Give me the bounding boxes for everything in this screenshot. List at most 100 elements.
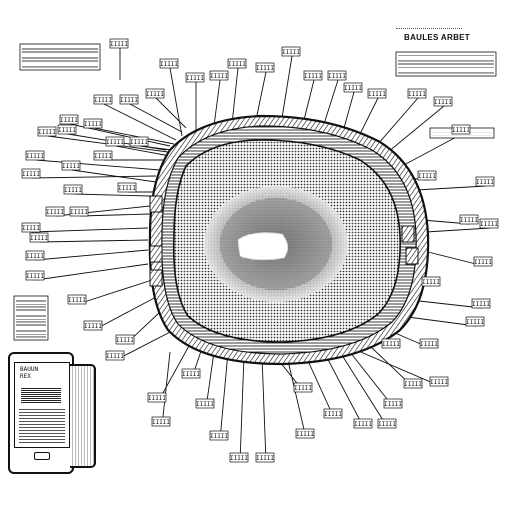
gate-block <box>405 247 419 265</box>
callout-text: IIIII <box>160 61 178 68</box>
callout-label: IIIII <box>255 62 274 73</box>
callout-box <box>69 206 89 217</box>
callout-label: IIIII <box>115 334 134 345</box>
callout-box <box>25 270 45 281</box>
callout-label: IIIII <box>185 72 204 83</box>
callout-text: IIIII <box>64 187 82 194</box>
callout-label: IIIII <box>471 298 491 309</box>
callout-text: IIIII <box>296 431 314 438</box>
callout-box <box>475 176 495 187</box>
callout-label: IIIII <box>59 114 78 125</box>
callout-label: IIIII <box>69 206 89 217</box>
leader-line <box>425 227 491 233</box>
callout-box <box>343 82 363 93</box>
leader-line <box>359 97 379 135</box>
callout-label: IIIII <box>459 214 479 225</box>
callout-text: IIIII <box>38 129 56 136</box>
tablet-screen-grid <box>19 407 65 443</box>
leader-line <box>93 295 159 331</box>
callout-label: IIIII <box>383 398 403 409</box>
callout-box <box>93 150 113 161</box>
tablet-screen-text: BAUUN REX <box>20 366 39 380</box>
callout-text: IIIII <box>256 65 274 72</box>
callout-text: IIIII <box>22 171 40 178</box>
callout-text: IIIII <box>282 49 300 56</box>
leader-line <box>377 97 419 145</box>
callout-text: IIIII <box>84 121 102 128</box>
tablet-screen: BAUUN REX <box>14 362 70 448</box>
info-block-line <box>16 329 46 333</box>
callout-text: IIIII <box>196 401 214 408</box>
callout-box <box>67 294 87 305</box>
header-rule <box>396 28 462 29</box>
callout-label: IIIII <box>343 82 363 93</box>
callout-text: IIIII <box>182 371 200 378</box>
callout-box <box>281 46 301 57</box>
leader-line <box>115 329 175 361</box>
callout-text: IIIII <box>116 337 134 344</box>
callout-text: IIIII <box>328 73 346 80</box>
callout-box <box>459 214 479 225</box>
leader-line <box>93 127 175 145</box>
leader-line <box>115 145 171 157</box>
info-block-line <box>22 60 98 63</box>
callout-box <box>367 88 387 99</box>
leader-line <box>239 355 245 463</box>
callout-box <box>303 70 323 81</box>
callout-label: IIIII <box>403 378 422 389</box>
leader-line <box>73 193 151 197</box>
info-block-line <box>16 319 46 323</box>
callout-text: IIIII <box>294 385 312 392</box>
callout-text: IIIII <box>118 185 136 192</box>
callout-box <box>429 376 449 387</box>
tablet-side-panel <box>70 364 96 468</box>
callout-label: IIIII <box>105 136 124 147</box>
leader-line <box>255 71 267 121</box>
callout-text: IIIII <box>106 139 124 146</box>
callout-box <box>421 276 441 287</box>
callout-box <box>417 170 437 181</box>
info-block-frame <box>13 295 49 341</box>
home-button <box>34 452 50 460</box>
leader-line <box>323 79 339 125</box>
info-block-line <box>16 309 46 313</box>
callout-text: IIIII <box>26 253 44 260</box>
info-block-line <box>22 55 98 59</box>
callout-box <box>129 136 149 147</box>
leader-line <box>355 349 441 387</box>
callout-box <box>383 398 403 409</box>
callout-label: IIIII <box>367 88 387 99</box>
callout-box <box>451 124 471 135</box>
callout-box <box>353 418 373 429</box>
callout-box <box>209 430 229 441</box>
callout-box <box>471 298 491 309</box>
callout-text: IIIII <box>58 127 76 134</box>
callout-label: IIIII <box>21 222 40 233</box>
info-block-line <box>22 47 98 50</box>
callout-box <box>119 94 139 105</box>
callout-text: IIIII <box>466 319 484 326</box>
callout-label: IIIII <box>327 70 347 81</box>
callout-label: IIIII <box>473 256 492 267</box>
callout-label: IIIII <box>407 88 426 99</box>
center-highlight <box>237 232 288 260</box>
callout-box <box>93 94 113 105</box>
leader-line <box>79 213 151 217</box>
info-block-line <box>22 64 98 68</box>
info-block-line <box>432 134 492 136</box>
callout-box <box>57 124 77 135</box>
callout-text: IIIII <box>460 217 478 224</box>
leader-line <box>303 79 315 121</box>
callout-text: IIIII <box>110 41 128 48</box>
callout-box <box>327 70 347 81</box>
callout-text: IIIII <box>476 179 494 186</box>
callout-text: IIIII <box>384 401 402 408</box>
callout-label: IIIII <box>37 126 56 137</box>
callout-text: IIIII <box>26 273 44 280</box>
gate-block <box>149 245 163 263</box>
callout-label: IIIII <box>147 392 166 403</box>
leader-line <box>31 227 149 233</box>
callout-text: IIIII <box>152 419 170 426</box>
leader-line <box>343 91 355 129</box>
callout-box <box>25 150 45 161</box>
